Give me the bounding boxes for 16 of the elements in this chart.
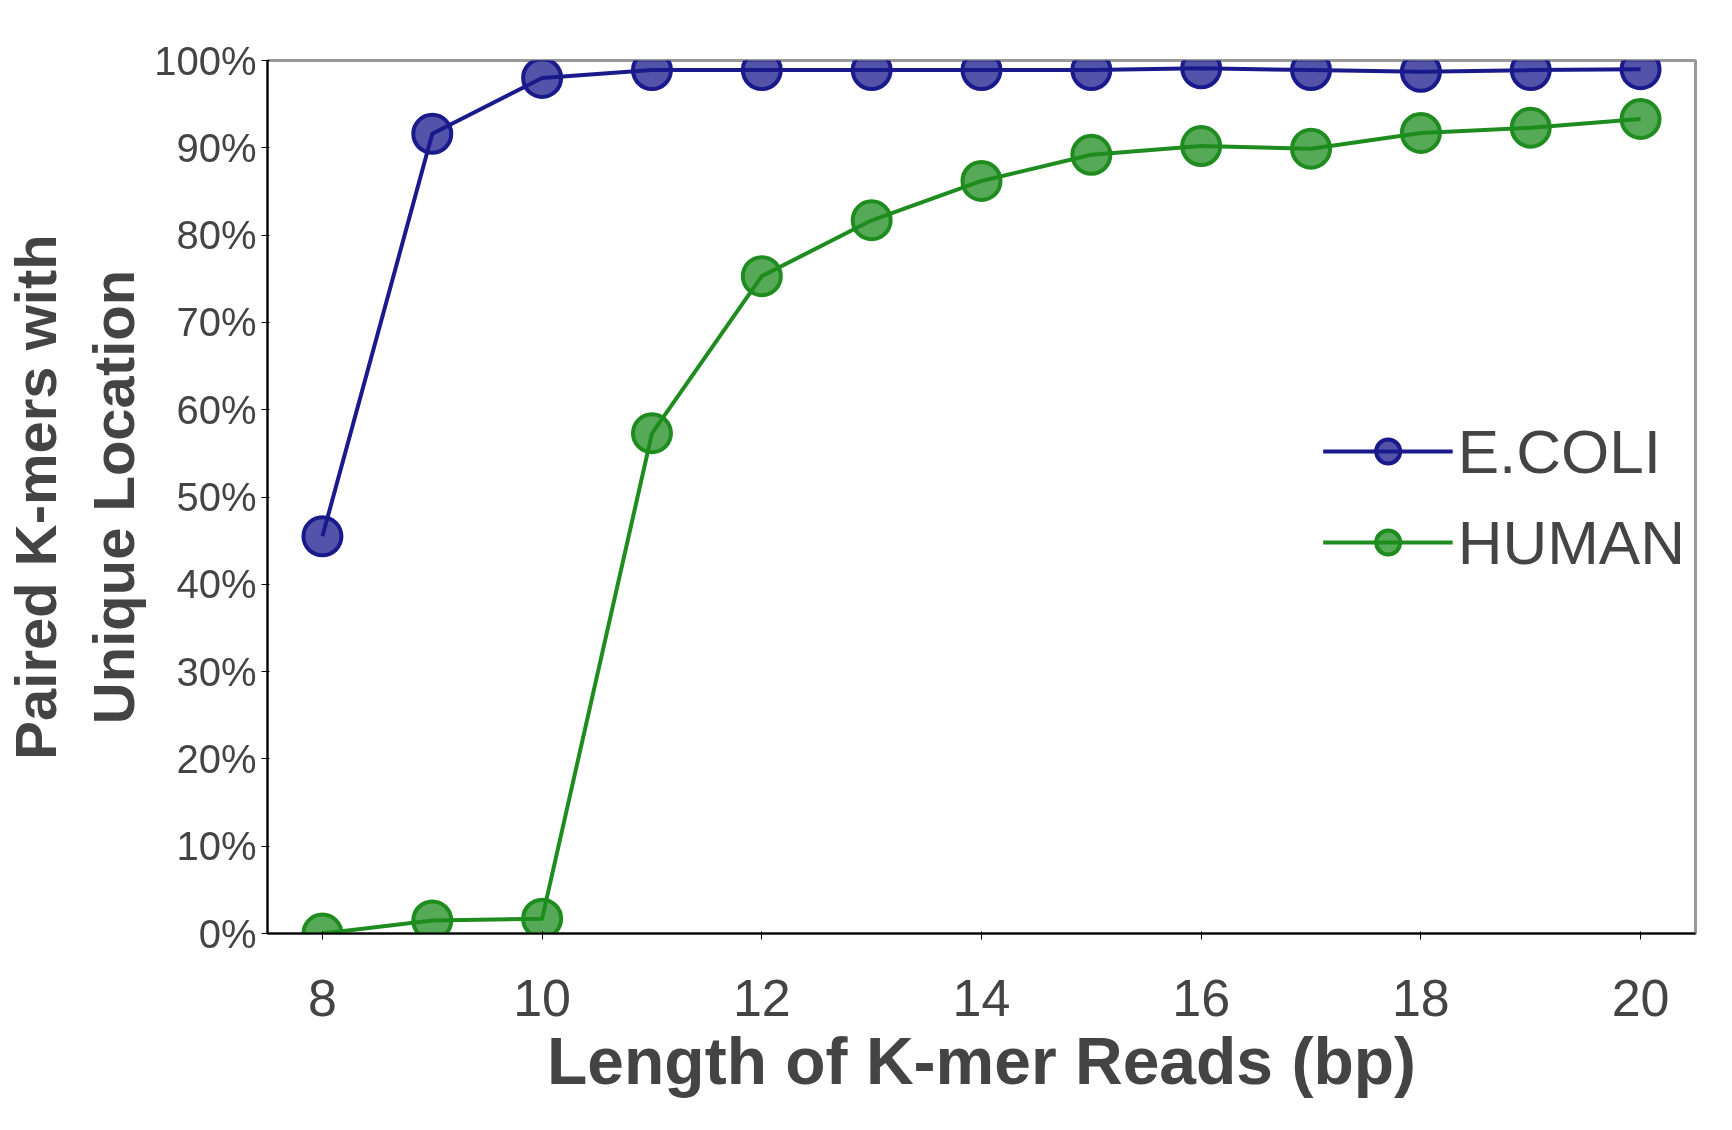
y-tick-label: 40% bbox=[176, 562, 257, 607]
y-tick-label: 60% bbox=[176, 387, 257, 432]
x-tick-label: 20 bbox=[1611, 968, 1670, 1027]
y-tick-label: 90% bbox=[176, 125, 257, 170]
y-tick-label: 50% bbox=[176, 475, 257, 519]
y-tick-label: 0% bbox=[198, 911, 257, 956]
y-tick-label: 10% bbox=[176, 824, 257, 869]
legend-label: HUMAN bbox=[1457, 506, 1685, 578]
y-tick-label: 20% bbox=[176, 736, 257, 781]
legend-label: E.COLI bbox=[1457, 415, 1661, 487]
y-tick-label: 100% bbox=[154, 38, 257, 83]
x-tick-label: 8 bbox=[307, 968, 337, 1027]
y-tick-label: 80% bbox=[176, 213, 257, 258]
y-axis-title: Paired K-mers with Unique Location bbox=[3, 234, 147, 760]
y-tick-label: 70% bbox=[176, 300, 257, 345]
y-tick-label: 30% bbox=[176, 649, 257, 694]
